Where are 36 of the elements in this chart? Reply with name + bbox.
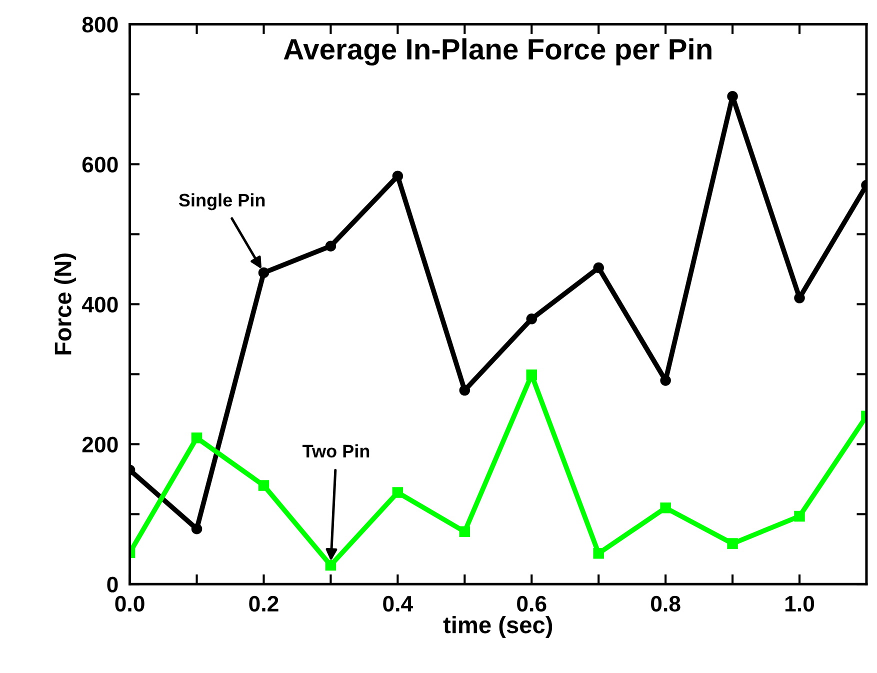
point (727, 90, 738, 102)
point (794, 292, 805, 304)
annotation: Two Pin (302, 444, 370, 458)
point (794, 510, 805, 522)
point (191, 523, 202, 534)
point (660, 375, 671, 386)
point (660, 502, 671, 514)
y-tick-label: 800 (82, 16, 118, 32)
point (392, 170, 404, 182)
x-tick-label: 0.4 (383, 596, 414, 612)
point (258, 480, 270, 491)
point (526, 314, 537, 324)
x-tick-label: 1.0 (785, 596, 814, 612)
point (593, 548, 604, 559)
chart-title: Average In-Plane Force per Pin (284, 38, 712, 66)
point (258, 267, 270, 278)
y-tick-label: 0 (107, 576, 118, 592)
point (191, 432, 202, 444)
point (593, 262, 604, 274)
x-tick-label: 0.6 (517, 596, 546, 612)
y-axis-title: Force (N) (54, 254, 76, 354)
point (526, 370, 537, 380)
point (325, 560, 336, 571)
y-tick-label: 600 (82, 156, 118, 172)
text: 0.0 (115, 596, 144, 612)
point (459, 526, 470, 538)
x-tick-label: 0.2 (249, 596, 278, 612)
point (459, 384, 470, 396)
point (325, 240, 336, 252)
x-axis-title: time (sec) (443, 616, 552, 638)
point (727, 538, 738, 549)
y-tick-label: 200 (82, 436, 118, 452)
x-tick-label: 0.8 (650, 596, 680, 612)
annotation: Single Pin (178, 193, 265, 210)
y-tick-label: 400 (82, 296, 118, 312)
point (392, 487, 404, 498)
